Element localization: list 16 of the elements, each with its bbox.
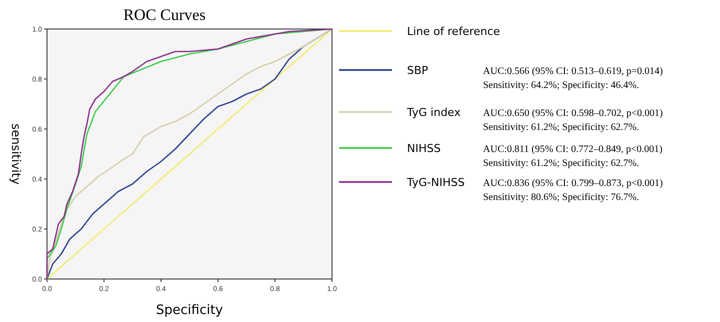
chart-title: ROC Curves [123,7,206,24]
text: AUC:0.811 (95% CI: 0.772–0.849, p<0.001) [483,144,662,155]
y-axis-title: sensitivity [9,123,23,185]
legend-label: TyG index [406,106,462,119]
text: AUC:0.836 (95% CI: 0.799–0.873, p<0.001) [483,178,663,189]
text: AUC:0.566 (95% CI: 0.513–0.619, p=0.014) [483,66,663,77]
text: AUC:0.650 (95% CI: 0.598–0.702, p<0.001) [483,108,663,119]
legend-label: Line of reference [407,25,500,38]
text: Sensitivity: 61.2%; Specificity: 62.7%. [483,122,640,133]
text: Sensitivity: 80.6%; Specificity: 76.7%. [483,192,640,203]
legend-label: NIHSS [407,142,441,155]
legend-label: SBP [407,64,429,77]
text: Sensitivity: 64.2%; Specificity: 46.4%. [483,80,640,91]
legend-label: TyG-NIHSS [406,176,465,189]
text: Sensitivity: 61.2%; Specificity: 62.7%. [483,158,640,169]
x-axis-title: Specificity [156,303,224,318]
